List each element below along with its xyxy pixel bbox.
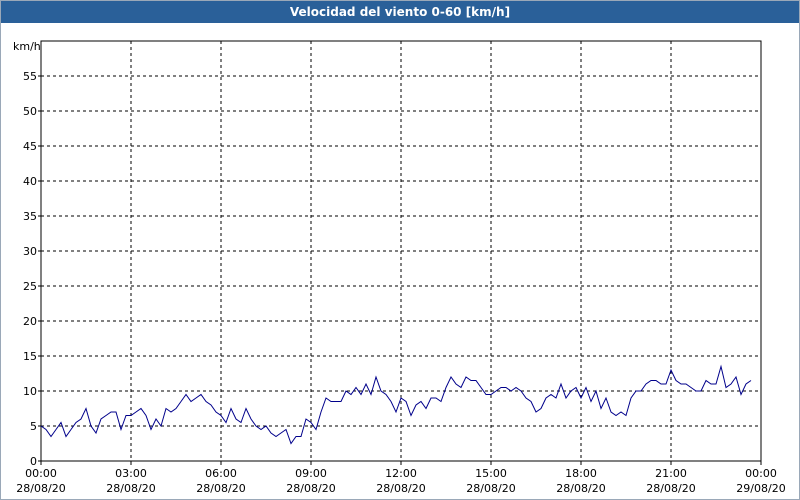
y-tick-label: 40 (23, 175, 37, 188)
chart: km/h 0 5 10 15 20 25 30 35 40 45 50 55 00:00 28/08/20 0… (13, 40, 786, 495)
x-tick-label: 00:00 (25, 467, 57, 480)
x-tick-date: 28/08/20 (646, 482, 695, 495)
y-tick-label: 0 (30, 455, 37, 468)
y-tick-label: 25 (23, 280, 37, 293)
x-tick-label: 15:00 (475, 467, 507, 480)
x-tick-date: 28/08/20 (466, 482, 515, 495)
y-axis-label: km/h (13, 40, 41, 53)
chart-title: Velocidad del viento 0-60 [km/h] (1, 1, 799, 23)
x-tick-date: 28/08/20 (556, 482, 605, 495)
y-tick-label: 20 (23, 315, 37, 328)
x-tick-label: 18:00 (565, 467, 597, 480)
y-tick-label: 15 (23, 350, 37, 363)
x-tick-label: 12:00 (385, 467, 417, 480)
y-tick-label: 50 (23, 105, 37, 118)
y-tick-label: 5 (30, 420, 37, 433)
x-tick-date: 29/08/20 (736, 482, 785, 495)
x-tick-label: 21:00 (655, 467, 687, 480)
x-tick-date: 28/08/20 (286, 482, 335, 495)
x-tick-date: 28/08/20 (106, 482, 155, 495)
x-tick-date: 28/08/20 (196, 482, 245, 495)
x-tick-label: 00:00 (745, 467, 777, 480)
data-line (40, 364, 752, 445)
y-tick-label: 45 (23, 140, 37, 153)
x-tick-label: 06:00 (205, 467, 237, 480)
plot-border (40, 40, 762, 462)
y-tick-label: 55 (23, 70, 37, 83)
x-tick-label: 03:00 (115, 467, 147, 480)
y-tick-label: 30 (23, 245, 37, 258)
x-tick-date: 28/08/20 (16, 482, 65, 495)
x-tick-date: 28/08/20 (376, 482, 425, 495)
y-tick-label: 35 (23, 210, 37, 223)
x-tick-label: 09:00 (295, 467, 327, 480)
y-tick-label: 10 (23, 385, 37, 398)
